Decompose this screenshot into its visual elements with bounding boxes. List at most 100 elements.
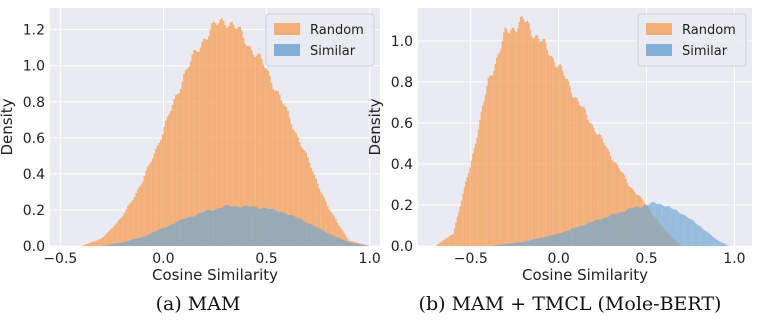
y-tick-label: 1.0 (23, 59, 45, 75)
histogram-bar (169, 225, 171, 246)
histogram-bar (595, 219, 597, 246)
histogram-bar (253, 206, 256, 246)
histogram-bar (202, 212, 204, 246)
histogram-bar (182, 219, 185, 246)
histogram-bar (581, 106, 584, 246)
histogram-bar (84, 244, 86, 246)
histogram-bar (252, 54, 255, 246)
histogram-bar (322, 230, 325, 246)
histogram-bar (312, 225, 315, 246)
histogram-bar (543, 237, 545, 246)
histogram-bar (234, 28, 237, 247)
histogram-bar (513, 242, 516, 246)
histogram-bar (678, 212, 680, 246)
histogram-bar (555, 66, 557, 246)
histogram-bar (156, 230, 158, 246)
histogram-bar (607, 148, 609, 246)
histogram-bar (240, 207, 242, 246)
histogram-bar (117, 221, 119, 246)
histogram-bar (355, 243, 358, 246)
histogram-bar (204, 39, 207, 247)
histogram-bar (255, 55, 258, 246)
histogram-bar (530, 240, 532, 246)
histogram-bar (294, 216, 297, 246)
histogram-bar (184, 70, 187, 246)
histogram-bar (105, 233, 108, 246)
histogram-bar (248, 206, 251, 246)
histogram-bar (141, 181, 144, 246)
histogram-bar (193, 50, 195, 247)
histogram-bar (214, 23, 217, 246)
histogram-bar (506, 243, 509, 246)
histogram-bar (268, 209, 270, 246)
histogram-bar (345, 241, 348, 246)
histogram-bar (133, 196, 136, 246)
histogram-bar (330, 211, 332, 246)
histogram-bar (560, 65, 563, 246)
histogram-bar (504, 27, 506, 246)
histogram-bar (317, 227, 320, 246)
histogram-bar (509, 243, 511, 246)
histogram-bar (528, 23, 530, 247)
histogram-bar (573, 97, 575, 246)
histogram-bar (131, 239, 133, 246)
series-random (80, 18, 370, 247)
histogram-bar (260, 58, 263, 246)
histogram-bar (445, 238, 447, 246)
histogram-bar (626, 209, 628, 246)
histogram-bar (503, 244, 506, 246)
histogram-bar (517, 28, 519, 246)
histogram-bar (311, 224, 313, 246)
histogram-bar (141, 237, 143, 246)
histogram-bar (276, 211, 279, 246)
histogram-bar (569, 86, 571, 246)
histogram-bar (522, 242, 524, 246)
histogram-bar (476, 137, 478, 246)
histogram-bar (179, 219, 181, 246)
histogram-bar (609, 156, 612, 246)
histogram-bar (170, 224, 173, 246)
histogram-bar (176, 94, 179, 247)
histogram-bar (690, 219, 693, 246)
histogram-bar (341, 230, 344, 246)
histogram-bar (261, 208, 264, 246)
histogram-bar (595, 134, 598, 246)
histogram-bar (238, 207, 241, 246)
histogram-bar (358, 244, 361, 246)
histogram-bar (132, 239, 135, 246)
histogram-bar (720, 242, 722, 246)
histogram-bar (644, 205, 646, 246)
histogram-bar (524, 241, 527, 246)
histogram-bar (208, 210, 211, 246)
histogram-bar (227, 26, 230, 246)
histogram-bar (648, 204, 651, 246)
histogram-bar (220, 208, 223, 246)
histogram-bar (316, 183, 319, 246)
histogram-bar (580, 106, 582, 246)
histogram-bar (571, 97, 574, 246)
histogram-bar (115, 223, 118, 246)
histogram-bar (273, 208, 275, 246)
histogram-bar (480, 111, 482, 246)
histogram-bar (225, 205, 227, 246)
histogram-bar (609, 215, 611, 246)
histogram-bar (659, 204, 662, 246)
histogram-bar (624, 175, 626, 246)
y-axis-label: Density (366, 98, 384, 155)
histogram-bar (614, 162, 616, 246)
histogram-bar (113, 243, 115, 246)
caption-b: (b) MAM + TMCL (Mole-BERT) (418, 293, 722, 315)
histogram-bar (463, 187, 466, 246)
histogram-bar (288, 117, 291, 246)
histogram-bar (335, 219, 337, 246)
histogram-bar (702, 228, 704, 246)
histogram-bar (651, 202, 653, 246)
histogram-bar (245, 46, 248, 246)
histogram-bar (118, 219, 121, 246)
histogram-bar (645, 205, 648, 246)
histogram-bar (140, 184, 142, 246)
histogram-bar (193, 216, 196, 246)
histogram-bar (143, 176, 146, 246)
histogram-bar (449, 235, 452, 246)
histogram-bar (541, 41, 543, 246)
